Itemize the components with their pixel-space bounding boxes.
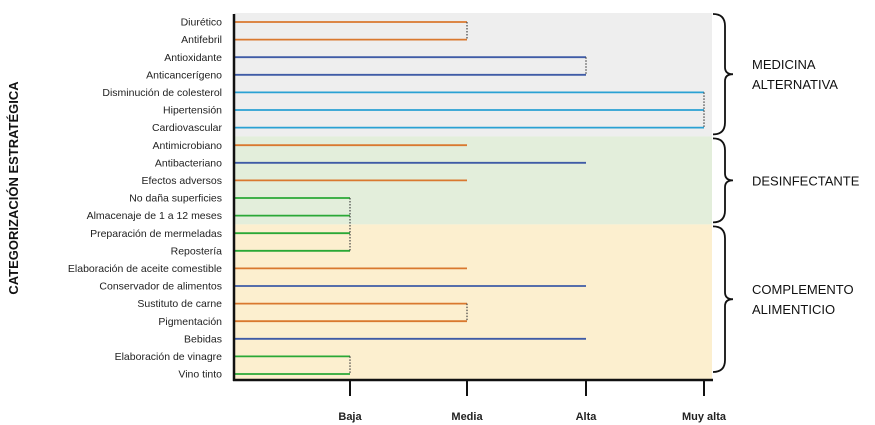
category-label: Cardiovascular (152, 122, 223, 134)
group-brace (712, 13, 734, 136)
category-label: Disminución de colesterol (102, 87, 222, 99)
bars (234, 21, 705, 375)
x-ticks: Baja Media Alta Muy alta (338, 381, 727, 423)
category-label: Antibacteriano (155, 157, 222, 169)
category-labels: Diurético Antifebril Antioxidante Anticance… (68, 17, 223, 381)
category-label: Antimicrobiano (153, 140, 223, 152)
category-label: Antioxidante (164, 52, 222, 64)
group-backgrounds (234, 13, 712, 379)
category-label: Almacenaje de 1 a 12 meses (87, 210, 222, 222)
category-label: Elaboración de vinagre (115, 351, 223, 363)
group-brace (712, 137, 734, 224)
category-label: Efectos adversos (141, 175, 222, 187)
category-label: Diurético (181, 17, 223, 29)
x-tick-label: Muy alta (682, 411, 727, 423)
category-label: Conservador de alimentos (99, 281, 222, 293)
category-label: No daña superficies (129, 193, 222, 205)
category-label: Sustituto de carne (137, 298, 222, 310)
group-label: COMPLEMENTO (752, 282, 854, 297)
category-label: Hipertensión (163, 105, 222, 117)
category-label: Vino tinto (178, 369, 222, 381)
group-brace (712, 225, 734, 373)
category-label: Antifebril (181, 34, 222, 46)
category-label: Anticancerígeno (146, 69, 222, 81)
group-label: MEDICINA (752, 57, 816, 72)
x-tick-label: Baja (338, 411, 362, 423)
x-tick-label: Media (451, 411, 483, 423)
category-label: Preparación de mermeladas (90, 228, 222, 240)
y-axis-title: CATEGORIZACIÓN ESTRATÉGICA (6, 81, 21, 295)
group-braces: MEDICINA ALTERNATIVA DESINFECTANTE COMPLEME… (712, 13, 860, 373)
axes (232, 14, 713, 382)
category-label: Pigmentación (158, 316, 222, 328)
category-label: Elaboración de aceite comestible (68, 263, 222, 275)
x-tick-label: Alta (576, 411, 598, 423)
category-label: Bebidas (184, 333, 222, 345)
group-label: DESINFECTANTE (752, 173, 860, 188)
group-label: ALTERNATIVA (752, 77, 838, 92)
category-label: Repostería (171, 245, 223, 257)
group-label: ALIMENTICIO (752, 302, 835, 317)
